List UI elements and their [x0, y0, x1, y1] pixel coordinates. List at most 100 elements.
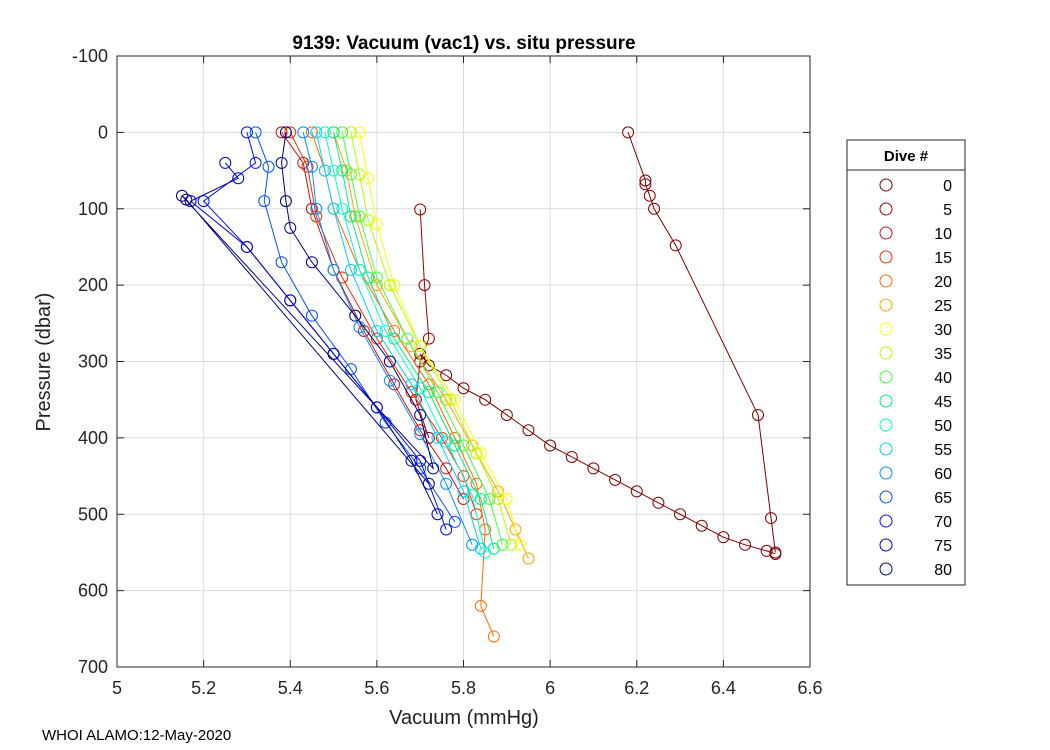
data-point-16-0 [219, 156, 232, 169]
legend-label-15: 75 [934, 538, 952, 555]
data-point-16-7 [405, 454, 418, 467]
data-point-9-3 [370, 271, 383, 284]
data-point-13-5 [383, 374, 396, 387]
data-point-8-2 [362, 214, 375, 227]
data-point-4-5 [405, 386, 418, 399]
data-point-12-2 [327, 202, 340, 215]
data-point-6-7 [492, 485, 505, 498]
data-point-13-0 [297, 126, 310, 139]
data-point-0-5 [669, 239, 682, 252]
data-point-10-8 [487, 542, 500, 555]
legend-label-4: 20 [934, 274, 952, 291]
data-point-12-1 [318, 164, 331, 177]
x-tick-label-5: 6 [545, 678, 555, 698]
data-point-8-6 [470, 447, 483, 460]
x-tick-label-7: 6.4 [711, 678, 736, 698]
data-point-15-1 [249, 156, 262, 169]
y-tick-label-0: -100 [72, 46, 108, 66]
data-point-4-2 [310, 210, 323, 223]
data-point-8-8 [505, 538, 518, 551]
series-13 [297, 126, 479, 551]
y-tick-label-8: 700 [78, 657, 108, 677]
data-point-7-7 [500, 492, 513, 505]
data-point-12-6 [431, 431, 444, 444]
data-point-17-5 [349, 309, 362, 322]
data-point-7-3 [388, 279, 401, 292]
legend-marker-14 [879, 514, 893, 528]
data-point-1-2 [440, 369, 453, 382]
x-axis-label: Vacuum (mmHg) [389, 707, 539, 729]
data-point-9-7 [483, 492, 496, 505]
legend-label-11: 55 [934, 442, 952, 459]
data-point-14-8 [448, 515, 461, 528]
legend-marker-6 [879, 322, 893, 336]
data-point-0-6 [752, 408, 765, 421]
plot-area: 5 5.2 5.4 5.6 5.8 6 6.2 6.4 6.6 -100 0 100 200 300 400… [72, 46, 823, 698]
data-point-6-1 [340, 164, 353, 177]
legend-label-1: 5 [943, 202, 952, 219]
legend-marker-2 [879, 226, 893, 240]
legend-label-9: 45 [934, 394, 952, 411]
legend-marker-9 [879, 394, 893, 408]
data-point-1-9 [587, 462, 600, 475]
data-point-3-4 [357, 324, 370, 337]
data-point-8-0 [344, 126, 357, 139]
legend-label-6: 30 [934, 322, 952, 339]
data-point-2-1 [418, 279, 431, 292]
data-point-17-10 [180, 193, 193, 206]
data-point-13-1 [305, 160, 318, 173]
legend-marker-7 [879, 346, 893, 360]
data-point-12-0 [310, 126, 323, 139]
data-point-7-6 [474, 447, 487, 460]
y-tick-label-7: 600 [78, 581, 108, 601]
legend-marker-4 [879, 274, 893, 288]
data-point-2-2 [422, 332, 435, 345]
data-point-13-6 [414, 428, 427, 441]
data-point-13-7 [440, 477, 453, 490]
footer-credit: WHOI ALAMO:12-May-2020 [42, 727, 232, 744]
data-point-11-7 [466, 489, 479, 502]
legend-marker-5 [879, 298, 893, 312]
series-line-12 [315, 132, 482, 549]
y-tick-label-1: 0 [98, 122, 108, 142]
series-line-1 [419, 353, 776, 555]
y-tick-label-5: 400 [78, 428, 108, 448]
x-tick-label-4: 5.8 [451, 678, 476, 698]
y-axis-label: Pressure (dbar) [33, 293, 55, 432]
data-point-11-0 [318, 126, 331, 139]
legend-marker-3 [879, 250, 893, 264]
data-point-9-0 [336, 126, 349, 139]
data-point-10-1 [336, 164, 349, 177]
legend-marker-0 [879, 178, 893, 192]
legend-title: Dive # [884, 148, 929, 165]
data-point-16-4 [284, 294, 297, 307]
data-point-3-8 [457, 492, 470, 505]
data-point-1-8 [565, 450, 578, 463]
legend-label-16: 80 [934, 562, 952, 579]
data-point-16-3 [240, 240, 253, 253]
data-point-2-0 [414, 203, 427, 216]
x-tick-label-3: 5.6 [364, 678, 389, 698]
series-line-13 [302, 132, 473, 545]
legend-marker-13 [879, 490, 893, 504]
data-point-17-1 [275, 156, 288, 169]
series-1 [414, 347, 782, 560]
data-point-11-5 [414, 382, 427, 395]
data-point-7-8 [513, 538, 526, 551]
data-point-12-3 [344, 263, 357, 276]
series-9 [336, 126, 509, 551]
series-line-17 [181, 132, 435, 485]
data-point-1-16 [739, 538, 752, 551]
legend-label-12: 60 [934, 466, 952, 483]
data-point-17-8 [427, 462, 440, 475]
data-point-1-4 [479, 393, 492, 406]
legend: Dive # 0 5 10 15 20 25 30 35 40 45 50 55 60 65 70 75 80 [846, 139, 966, 586]
legend-label-5: 25 [934, 298, 952, 315]
series-line-16 [189, 162, 438, 515]
series-11 [318, 126, 492, 559]
data-point-10-7 [474, 492, 487, 505]
data-point-8-3 [383, 279, 396, 292]
data-point-11-3 [353, 263, 366, 276]
data-point-17-4 [305, 256, 318, 269]
